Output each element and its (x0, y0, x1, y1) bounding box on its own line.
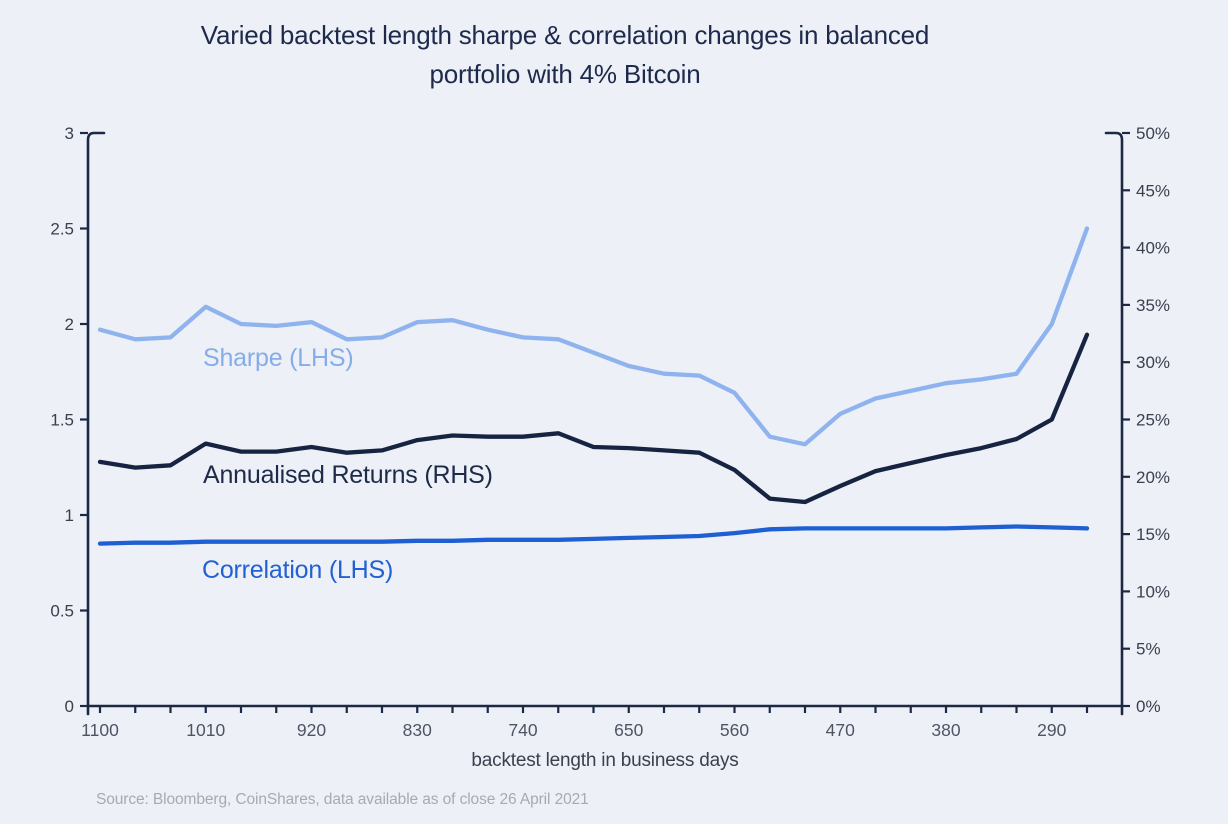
right-axis-tick-label: 50% (1136, 124, 1170, 143)
x-axis-tick-label: 380 (931, 720, 960, 740)
right-axis-tick-label: 20% (1136, 468, 1170, 487)
x-axis-tick-label: 1100 (81, 720, 119, 740)
x-axis-tick-label: 650 (614, 720, 643, 740)
x-axis-tick-label: 920 (297, 720, 326, 740)
left-axis-tick-label: 3 (65, 124, 74, 143)
source-note: Source: Bloomberg, CoinShares, data avai… (96, 791, 589, 808)
series-line-0 (97, 226, 1090, 447)
left-axis-tick-label: 0 (65, 697, 74, 716)
x-axis-tick-label: 740 (508, 720, 537, 740)
x-axis-tick-label: 560 (720, 720, 749, 740)
right-axis-tick-label: 15% (1136, 525, 1170, 544)
annualised-returns-series-label: Annualised Returns (RHS) (203, 461, 493, 489)
series-line-1 (97, 332, 1090, 505)
x-axis-title: backtest length in business days (471, 750, 739, 771)
right-axis (1104, 131, 1124, 716)
chart-title-line1: Varied backtest length sharpe & correlat… (200, 20, 930, 50)
right-axis-tick-label: 25% (1136, 411, 1170, 430)
right-axis-tick-label: 10% (1136, 582, 1170, 601)
chart-title-line2: portfolio with 4% Bitcoin (429, 59, 701, 89)
chart-title: Varied backtest length sharpe & correlat… (0, 16, 1130, 94)
right-axis-tick-label: 35% (1136, 296, 1170, 315)
right-axis-tick-label: 30% (1136, 353, 1170, 372)
x-axis-tick-label: 830 (403, 720, 432, 740)
left-axis-tick-label: 2.5 (50, 220, 74, 239)
sharpe-series-label: Sharpe (LHS) (203, 344, 354, 372)
right-axis-tick-label: 0% (1136, 697, 1161, 716)
left-axis-tick-label: 0.5 (50, 602, 74, 621)
left-axis (86, 131, 106, 716)
x-axis-tick-label: 1010 (186, 720, 225, 740)
left-axis-tick-label: 1.5 (50, 411, 74, 430)
x-axis-tick-label: 290 (1037, 720, 1066, 740)
right-axis-tick-label: 45% (1136, 181, 1170, 200)
series-line-2 (97, 524, 1090, 546)
right-axis-tick-label: 5% (1136, 640, 1161, 659)
left-axis-tick-label: 1 (65, 506, 74, 525)
right-axis-tick-label: 40% (1136, 239, 1170, 258)
x-axis-tick-label: 470 (826, 720, 855, 740)
left-axis-tick-label: 2 (65, 315, 74, 334)
correlation-series-label: Correlation (LHS) (202, 556, 394, 584)
